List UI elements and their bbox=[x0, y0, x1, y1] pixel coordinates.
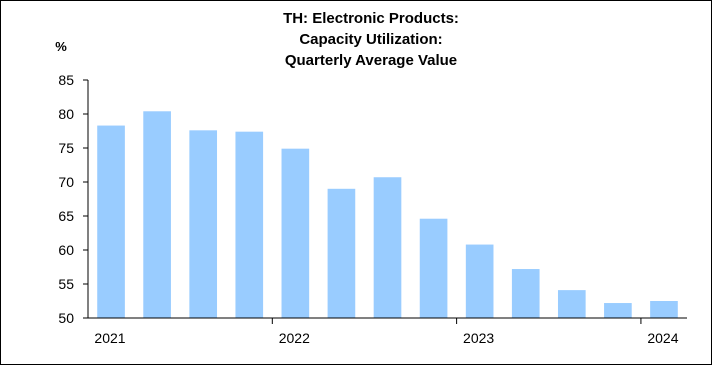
y-tick-label: 60 bbox=[58, 242, 74, 258]
x-tick-label: 2021 bbox=[94, 330, 125, 346]
y-tick-label: 70 bbox=[58, 174, 74, 190]
y-tick-label: 80 bbox=[58, 106, 74, 122]
bar-2023-Q3 bbox=[557, 290, 586, 318]
chart-title-line-3: Quarterly Average Value bbox=[285, 52, 457, 69]
y-tick-label: 50 bbox=[58, 310, 74, 326]
bar-2022-Q4 bbox=[419, 218, 448, 318]
y-axis-unit-label: % bbox=[55, 39, 67, 54]
x-tick-labels: 2021 2022 2023 2024 bbox=[94, 318, 679, 346]
y-tick-label: 65 bbox=[58, 208, 74, 224]
bar-2021-Q2 bbox=[143, 111, 171, 318]
x-tick-label: 2022 bbox=[279, 330, 310, 346]
bar-2023-Q1 bbox=[465, 244, 494, 318]
chart-title: TH: Electronic Products: Capacity Utiliz… bbox=[283, 10, 459, 69]
bar-2021-Q1 bbox=[97, 125, 125, 318]
y-tick-label: 85 bbox=[58, 72, 74, 88]
y-tick-label: 55 bbox=[58, 276, 74, 292]
chart-title-line-2: Capacity Utilization: bbox=[299, 31, 442, 48]
chart-title-line-1: TH: Electronic Products: bbox=[283, 10, 459, 27]
bar-2023-Q2 bbox=[511, 269, 540, 318]
y-tick-labels: 50 55 60 65 70 75 80 85 bbox=[58, 72, 88, 326]
x-tick-label: 2023 bbox=[463, 330, 494, 346]
bars-group bbox=[97, 111, 678, 318]
x-tick-label: 2024 bbox=[647, 330, 678, 346]
bar-2022-Q2 bbox=[327, 188, 356, 318]
bar-2024-Q1 bbox=[650, 301, 678, 318]
axes-group bbox=[87, 80, 687, 319]
bar-2021-Q3 bbox=[189, 130, 218, 318]
bar-2021-Q4 bbox=[235, 131, 264, 318]
y-tick-label: 75 bbox=[58, 140, 74, 156]
bar-2022-Q1 bbox=[281, 148, 310, 318]
bar-2023-Q4 bbox=[604, 303, 632, 318]
bar-2022-Q3 bbox=[373, 177, 402, 318]
